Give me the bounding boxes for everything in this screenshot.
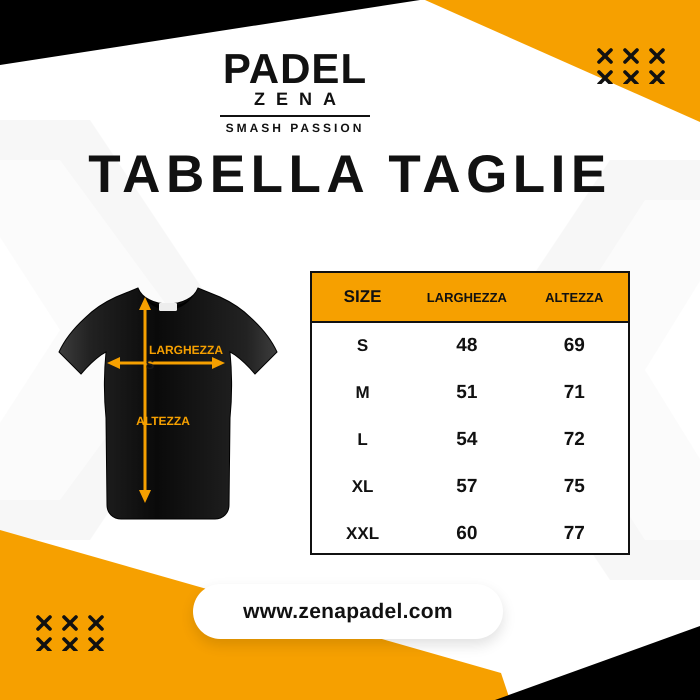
svg-text:S: S	[146, 357, 155, 372]
svg-text:LARGHEZZA: LARGHEZZA	[149, 343, 223, 357]
svg-text:ALTEZZA: ALTEZZA	[136, 414, 190, 428]
